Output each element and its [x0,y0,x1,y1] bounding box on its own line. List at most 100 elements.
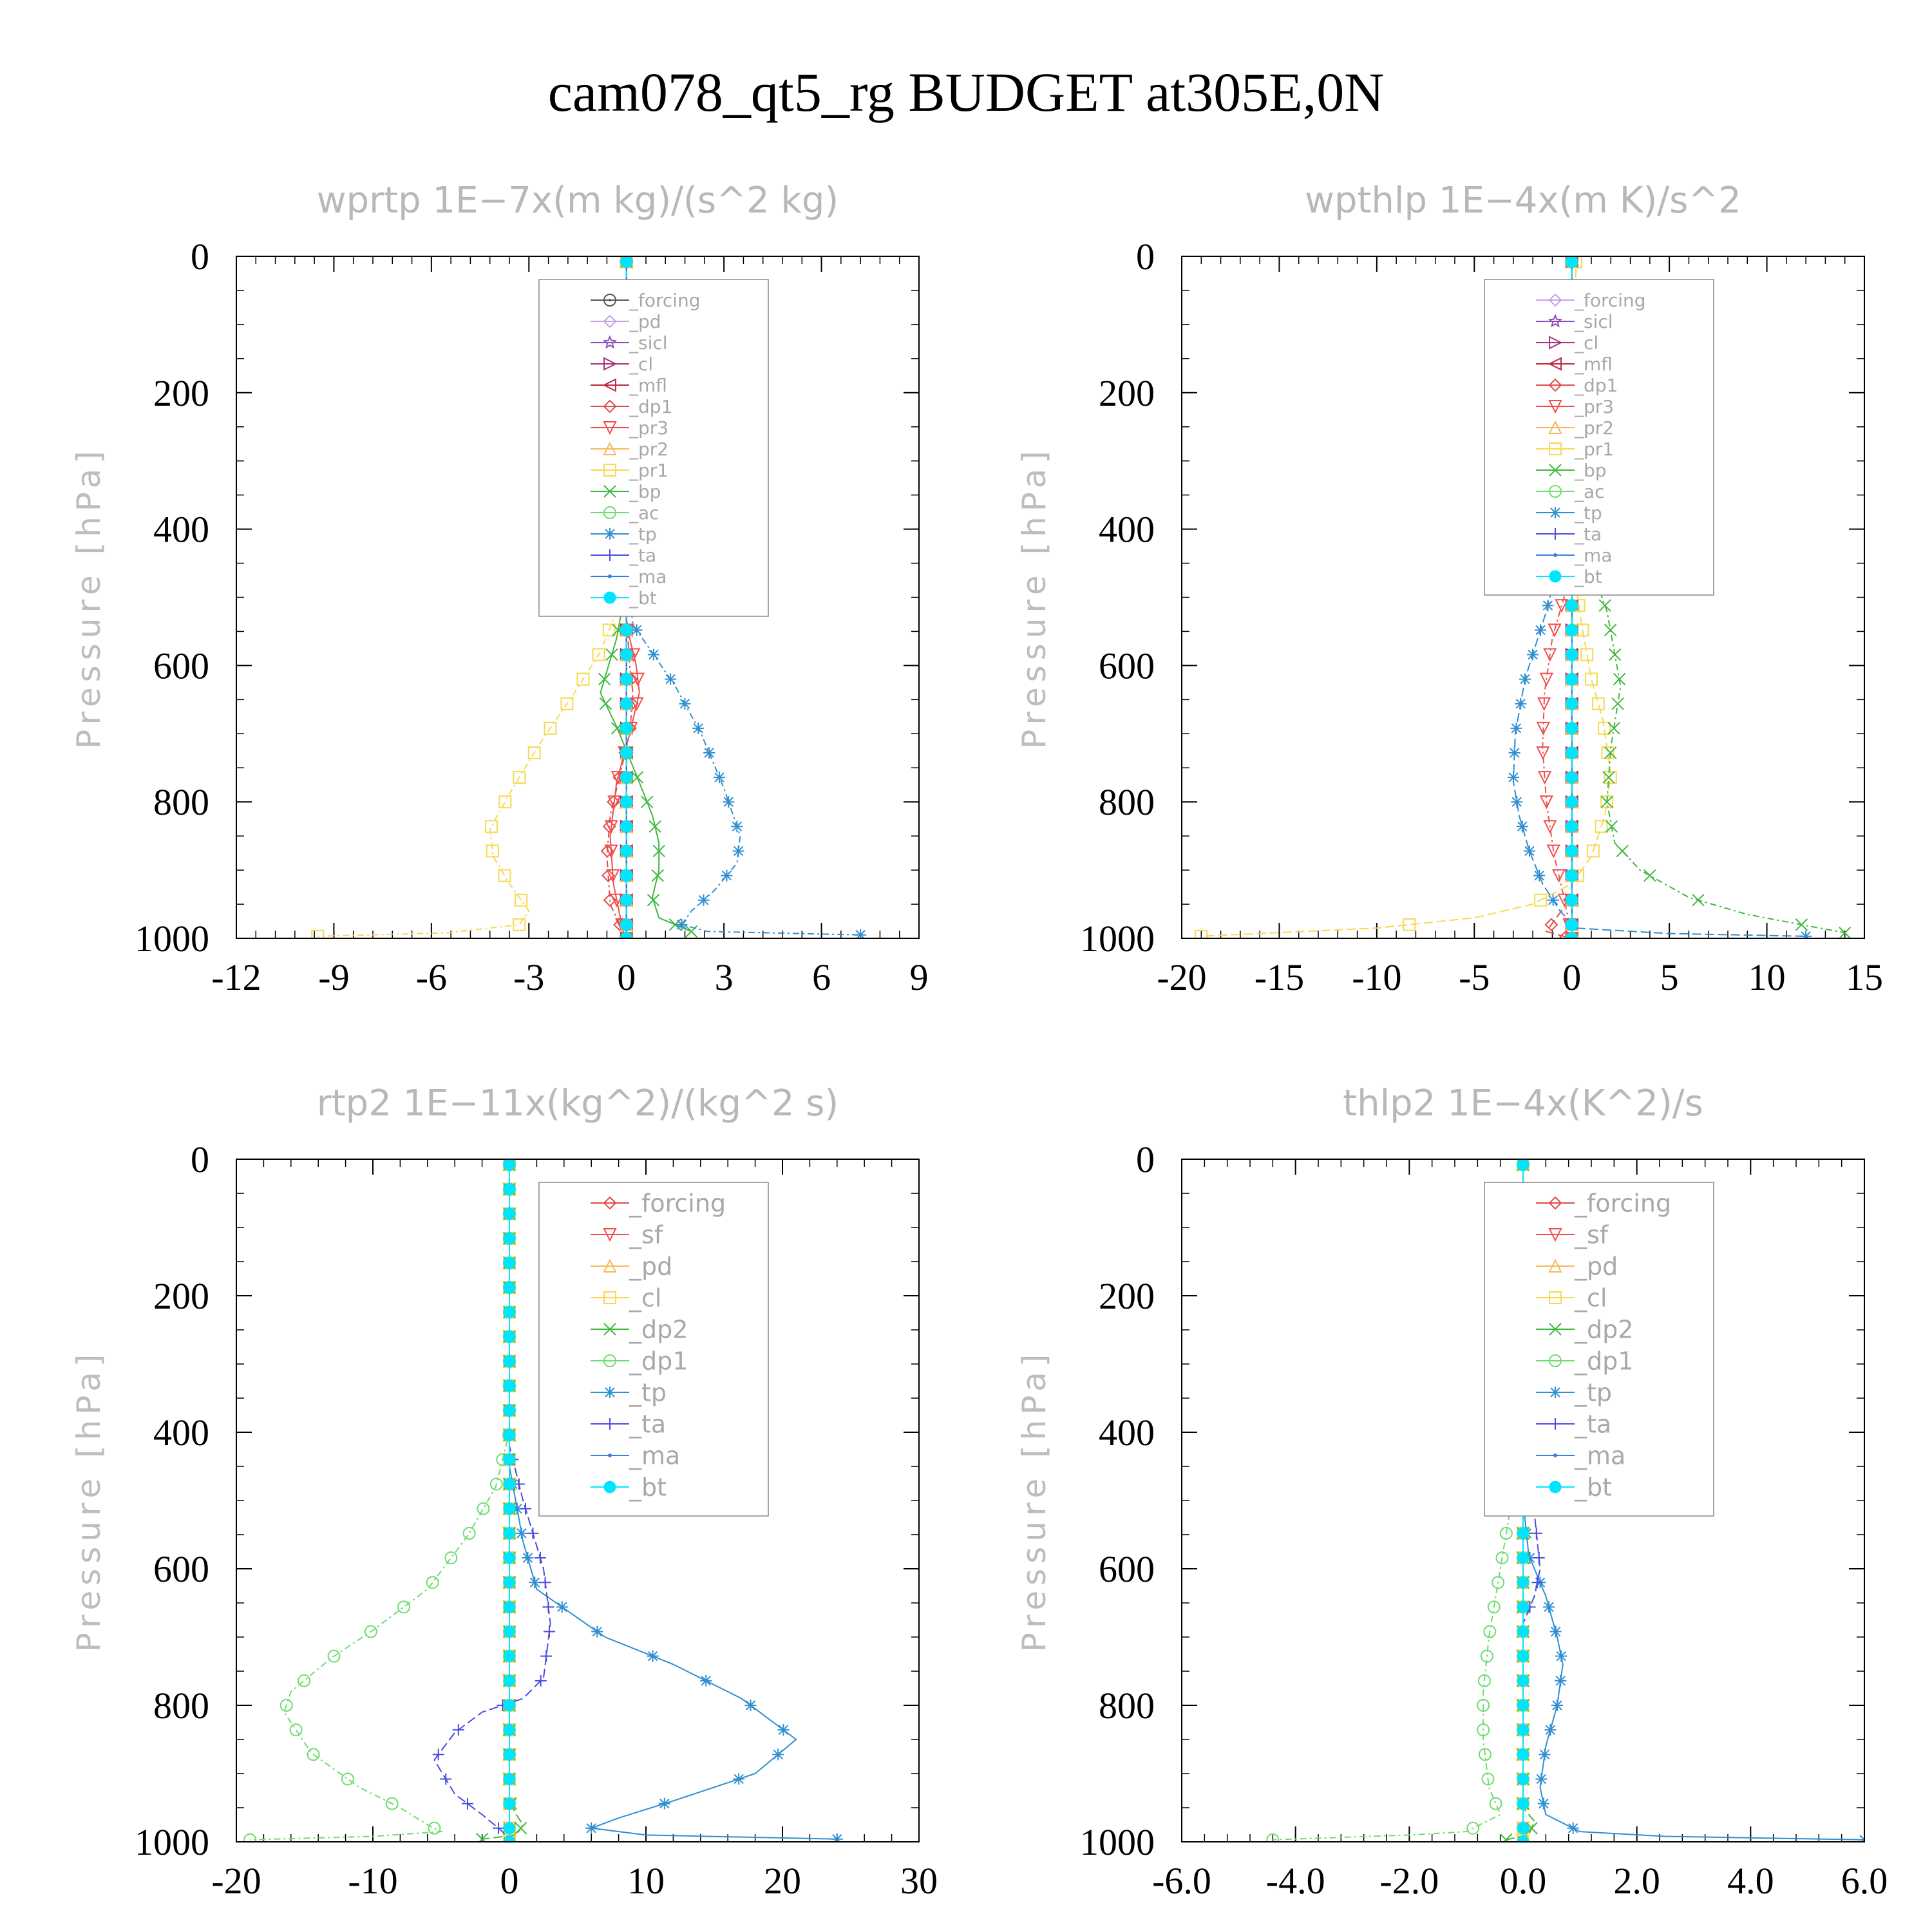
data-point [620,795,633,808]
data-point [1548,623,1562,638]
data-point [1527,649,1539,661]
y-tick-label: 800 [1099,1685,1155,1727]
data-point [1499,1833,1513,1842]
legend-marker [1548,1196,1562,1210]
data-point [503,1699,516,1712]
legend-item: _forcing [591,290,701,311]
data-point [475,1833,489,1842]
data-point [1543,648,1557,662]
data-point [1537,771,1552,785]
legend-marker [1548,357,1562,371]
data-point [503,1256,516,1269]
legend-label: _pr3 [1574,396,1614,417]
legend-marker [1548,1228,1562,1242]
x-tick-label: -5 [1459,956,1490,998]
data-point [647,893,660,907]
data-point [503,1797,516,1810]
data-point [1566,256,1578,268]
legend-marker [1549,464,1562,477]
legend-marker [1549,507,1561,518]
legend-label: _tp [1574,502,1602,524]
data-point [426,1576,439,1589]
data-point [1585,672,1598,686]
legend-item: _tp [591,1378,667,1406]
data-point [498,795,512,809]
data-point [1524,1552,1536,1564]
legend-item: _pd [591,1252,672,1280]
data-point [515,1527,527,1539]
data-point [1611,697,1624,710]
data-point [503,1281,516,1294]
data-point [1403,918,1416,931]
data-point [1535,1773,1548,1785]
y-tick-label: 400 [153,509,209,551]
data-point [503,1183,516,1196]
legend-label: _mfl [629,375,667,396]
legend-item: _mfl [1536,354,1613,375]
legend-item: _sicl [591,332,668,354]
data-point [1542,600,1554,612]
legend-item: _ac [591,502,659,524]
y-tick-label: 200 [153,1275,209,1317]
y-axis-label: Pressure [hPa] [70,1349,108,1653]
legend-marker [603,591,616,604]
data-point [1601,746,1615,759]
x-tick-label: -10 [1352,956,1401,998]
legend-item: _tp [1536,502,1602,524]
x-tick-label: 3 [715,956,734,998]
legend-marker [603,441,617,455]
x-tick-label: 0 [1562,956,1581,998]
data-point [598,672,611,686]
data-point [1608,648,1622,661]
data-point [1517,1159,1530,1171]
legend-marker [1549,1387,1561,1398]
legend-item: _sicl [1536,311,1613,332]
y-tick-label: 600 [153,1548,209,1590]
data-point [1511,796,1523,808]
data-point [1555,1674,1567,1687]
legend-item: _ma [591,1441,680,1470]
data-point [1551,869,1566,883]
data-point [1477,1699,1490,1712]
x-tick-label: 30 [900,1860,938,1902]
data-point [1517,1723,1530,1736]
legend-item: _ta [1536,1410,1611,1438]
y-axis-label: Pressure [hPa] [1016,446,1053,749]
data-point [1549,1625,1562,1638]
legend-item: _dp1 [591,396,672,417]
legend-item: _bp [1536,460,1607,481]
data-point [1517,1600,1530,1613]
legend-item: _dp1 [1536,375,1618,396]
data-point [1602,771,1615,784]
data-point [692,722,705,734]
data-point [535,1674,547,1687]
data-point [1535,624,1547,636]
data-point [503,1453,516,1466]
legend-marker [1553,1454,1557,1457]
data-point [1555,1650,1567,1662]
data-point [723,796,735,808]
data-point [1643,869,1656,882]
series-line [250,1159,510,1841]
y-tick-label: 200 [1099,372,1155,414]
y-tick-label: 200 [1099,1275,1155,1317]
data-point [1536,721,1550,736]
legend-item: _forcing [591,1189,726,1217]
data-point [831,1833,843,1842]
plot-frame [236,256,920,939]
legend-item: _bt [1536,566,1602,587]
data-point [1607,722,1620,735]
data-point [1537,697,1551,711]
data-point [620,918,633,931]
y-tick-label: 600 [153,645,209,687]
data-point [1692,893,1705,907]
legend-marker [604,549,616,561]
legend-label: _dp1 [1574,1347,1633,1375]
data-point [1555,599,1569,613]
data-point [540,1650,553,1662]
data-point [243,1833,257,1842]
legend-label: _cl [629,354,653,375]
legend: _forcing _sf _pd _cl _dp2 _dp1 _tp _ta _ma _bt [1484,1182,1714,1517]
legend-marker [1548,420,1562,434]
